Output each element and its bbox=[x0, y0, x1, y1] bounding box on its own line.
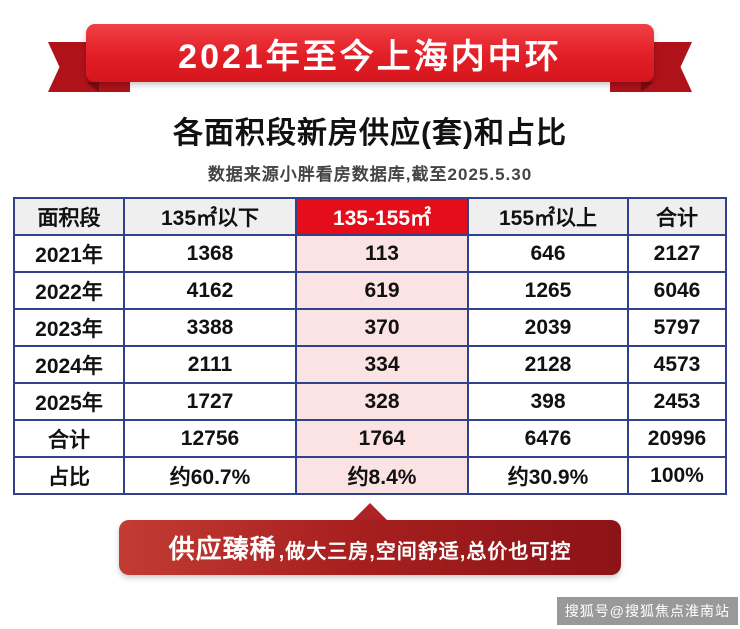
table-cell: 2039 bbox=[467, 308, 629, 347]
table-cell: 4162 bbox=[123, 271, 297, 310]
table-cell: 2127 bbox=[627, 234, 727, 273]
table-row-2023: 2023年 3388 370 2039 5797 bbox=[13, 308, 727, 347]
table-cell: 2453 bbox=[627, 382, 727, 421]
table-cell: 2111 bbox=[123, 345, 297, 384]
table-cell: 646 bbox=[467, 234, 629, 273]
table-row-total: 合计 12756 1764 6476 20996 bbox=[13, 419, 727, 458]
callout-arrow-up-icon bbox=[353, 503, 387, 520]
table-cell: 1368 bbox=[123, 234, 297, 273]
table-cell-highlight: 113 bbox=[295, 234, 469, 273]
row-label: 2022年 bbox=[13, 271, 125, 310]
table-cell-highlight: 约8.4% bbox=[295, 456, 469, 495]
ribbon-fold-left bbox=[86, 82, 99, 92]
row-label: 2021年 bbox=[13, 234, 125, 273]
table-cell-highlight: 328 bbox=[295, 382, 469, 421]
callout-rest-text: ,做大三房,空间舒适,总价也可控 bbox=[278, 541, 572, 563]
table-cell: 约60.7% bbox=[123, 456, 297, 495]
column-header-over155: 155㎡以上 bbox=[467, 197, 629, 236]
table-cell: 398 bbox=[467, 382, 629, 421]
table-cell: 20996 bbox=[627, 419, 727, 458]
table-cell-highlight: 370 bbox=[295, 308, 469, 347]
row-label: 2025年 bbox=[13, 382, 125, 421]
table-cell: 100% bbox=[627, 456, 727, 495]
callout-banner: 供应臻稀 ,做大三房,空间舒适,总价也可控 bbox=[119, 520, 621, 575]
table-cell: 2128 bbox=[467, 345, 629, 384]
data-source-subtitle: 数据来源小胖看房数据库,截至2025.5.30 bbox=[207, 165, 533, 184]
ribbon-fold-right bbox=[641, 82, 654, 92]
row-label: 2024年 bbox=[13, 345, 125, 384]
table-cell: 4573 bbox=[627, 345, 727, 384]
table-cell: 5797 bbox=[627, 308, 727, 347]
table-cell: 12756 bbox=[123, 419, 297, 458]
table-cell-highlight: 334 bbox=[295, 345, 469, 384]
table-row-percentage: 占比 约60.7% 约8.4% 约30.9% 100% bbox=[13, 456, 727, 495]
table-cell: 1727 bbox=[123, 382, 297, 421]
callout: 供应臻稀 ,做大三房,空间舒适,总价也可控 bbox=[119, 503, 621, 575]
column-header-under135: 135㎡以下 bbox=[123, 197, 297, 236]
table-header-row: 面积段 135㎡以下 135-155㎡ 155㎡以上 合计 bbox=[13, 197, 727, 236]
page-title: 各面积段新房供应(套)和占比 bbox=[173, 117, 567, 150]
table-row-2021: 2021年 1368 113 646 2127 bbox=[13, 234, 727, 273]
table-cell: 6046 bbox=[627, 271, 727, 310]
row-label: 占比 bbox=[13, 456, 125, 495]
table-cell: 约30.9% bbox=[467, 456, 629, 495]
callout-highlight-text: 供应臻稀 bbox=[168, 534, 277, 564]
table-cell: 1265 bbox=[467, 271, 629, 310]
ribbon-banner: 2021年至今上海内中环 bbox=[48, 24, 692, 94]
watermark-badge: 搜狐号@搜狐焦点淮南站 bbox=[556, 597, 738, 625]
table-cell-highlight: 1764 bbox=[295, 419, 469, 458]
table-cell: 6476 bbox=[467, 419, 629, 458]
row-label: 合计 bbox=[13, 419, 125, 458]
row-label: 2023年 bbox=[13, 308, 125, 347]
supply-table: 面积段 135㎡以下 135-155㎡ 155㎡以上 合计 2021年 1368… bbox=[13, 197, 727, 495]
column-header-total: 合计 bbox=[627, 197, 727, 236]
column-header-area: 面积段 bbox=[13, 197, 125, 236]
table-row-2022: 2022年 4162 619 1265 6046 bbox=[13, 271, 727, 310]
table-cell-highlight: 619 bbox=[295, 271, 469, 310]
column-header-135-155-highlight: 135-155㎡ bbox=[295, 197, 469, 236]
table-row-2025: 2025年 1727 328 398 2453 bbox=[13, 382, 727, 421]
ribbon-title: 2021年至今上海内中环 bbox=[178, 37, 562, 76]
ribbon-band: 2021年至今上海内中环 bbox=[86, 24, 654, 82]
table-cell: 3388 bbox=[123, 308, 297, 347]
table-row-2024: 2024年 2111 334 2128 4573 bbox=[13, 345, 727, 384]
